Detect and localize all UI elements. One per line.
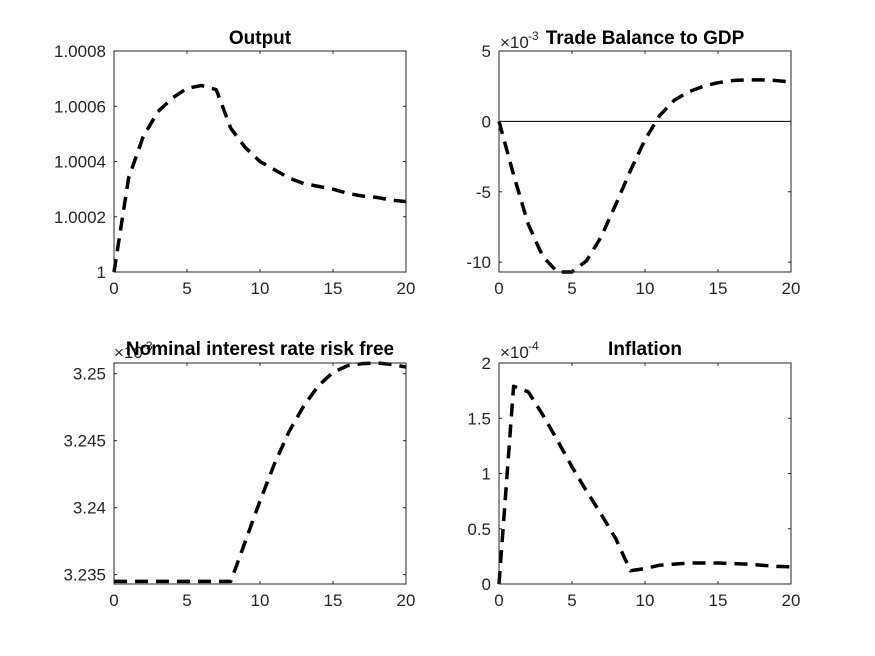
panel-inflation-series-line <box>497 384 792 585</box>
panel-inflation-y-tick-label: 2 <box>482 354 491 373</box>
panel-nominal-interest-rate-x-tick-label: 20 <box>397 591 416 610</box>
panel-trade-balance-series-line <box>497 78 792 274</box>
panel-output-x-tick-label: 20 <box>397 279 416 298</box>
panel-trade-balance-axes <box>498 50 792 273</box>
panel-inflation-exponent-power: -4 <box>528 339 539 353</box>
panel-trade-balance-y-tick-label: -10 <box>466 253 491 272</box>
panel-trade-balance-y-tick-label: -5 <box>476 183 491 202</box>
panel-inflation-y-tick-label: 1 <box>482 465 491 484</box>
panel-trade-balance-x-tick-label: 10 <box>636 279 655 298</box>
panel-inflation-exponent-base: ×10 <box>500 343 529 362</box>
panel-output-y-tick-label: 1 <box>97 263 106 282</box>
panel-nominal-interest-rate-x-tick-label: 5 <box>182 591 191 610</box>
panel-inflation-x-tick-label: 10 <box>636 591 655 610</box>
panel-inflation-axes <box>498 362 792 585</box>
panel-output-x-tick-label: 5 <box>182 279 191 298</box>
panel-output-x-tick-label: 0 <box>109 279 118 298</box>
panel-trade-balance-x-tick-label: 15 <box>709 279 728 298</box>
panel-output-y-tick-label: 1.0006 <box>54 97 106 116</box>
panel-inflation-title: Inflation <box>608 339 682 360</box>
panel-output-y-tick-label: 1.0002 <box>54 208 106 227</box>
panel-output-y-tick-label: 1.0008 <box>54 42 106 61</box>
panel-output: 0 5 10 15 20 1 1.0002 1.0004 1.0006 1.0008 <box>54 42 415 298</box>
panel-output-y-tick-label: 1.0004 <box>54 153 106 172</box>
panel-trade-balance: 0 5 10 15 20 -10 -5 0 5 <box>466 42 800 298</box>
panel-nominal-interest-rate-y-tick-label: 3.235 <box>63 566 106 585</box>
panel-nominal-interest-rate-exponent-power: -3 <box>142 339 153 353</box>
panel-nominal-interest-rate-series-line <box>114 361 407 584</box>
panel-output-series-line <box>112 83 407 273</box>
panel-inflation-y-tick-label: 0.5 <box>467 520 491 539</box>
panel-trade-balance-title: Trade Balance to GDP <box>546 28 745 49</box>
panel-nominal-interest-rate-y-tick-label: 3.25 <box>73 365 106 384</box>
panel-output-title: Output <box>229 28 292 49</box>
panel-trade-balance-x-tick-label: 5 <box>567 279 576 298</box>
panel-output-x-tick-label: 15 <box>324 279 343 298</box>
panel-trade-balance-y-tick-label: 0 <box>482 112 491 131</box>
panel-nominal-interest-rate-y-tick-label: 3.245 <box>63 432 106 451</box>
panel-inflation-x-tick-label: 5 <box>567 591 576 610</box>
panel-trade-balance-x-tick-label: 0 <box>494 279 503 298</box>
panel-inflation-x-tick-label: 15 <box>709 591 728 610</box>
panel-inflation-y-tick-label: 0 <box>482 575 491 594</box>
panel-nominal-interest-rate-title: Nominal interest rate risk free <box>126 339 394 360</box>
panel-nominal-interest-rate-exponent-base: ×10 <box>114 343 143 362</box>
panel-nominal-interest-rate-x-tick-label: 10 <box>251 591 270 610</box>
panel-nominal-interest-rate: 0 5 10 15 20 3.235 3.24 3.245 3.25 <box>63 361 416 610</box>
panel-nominal-interest-rate-y-tick-label: 3.24 <box>73 499 106 518</box>
panel-nominal-interest-rate-x-tick-label: 15 <box>324 591 343 610</box>
panel-nominal-interest-rate-x-tick-label: 0 <box>109 591 118 610</box>
panel-trade-balance-x-tick-label: 20 <box>782 279 801 298</box>
panel-output-x-tick-label: 10 <box>251 279 270 298</box>
panel-trade-balance-exponent-power: -3 <box>528 29 539 43</box>
panel-nominal-interest-rate-axes <box>113 362 407 585</box>
panel-inflation-y-tick-label: 1.5 <box>467 409 491 428</box>
panel-inflation-x-tick-label: 0 <box>494 591 503 610</box>
panel-inflation: 0 5 10 15 20 0 0.5 1 1.5 2 <box>467 354 800 610</box>
panel-trade-balance-exponent-base: ×10 <box>500 33 529 52</box>
panel-inflation-x-tick-label: 20 <box>782 591 801 610</box>
panel-trade-balance-y-tick-label: 5 <box>482 42 491 61</box>
